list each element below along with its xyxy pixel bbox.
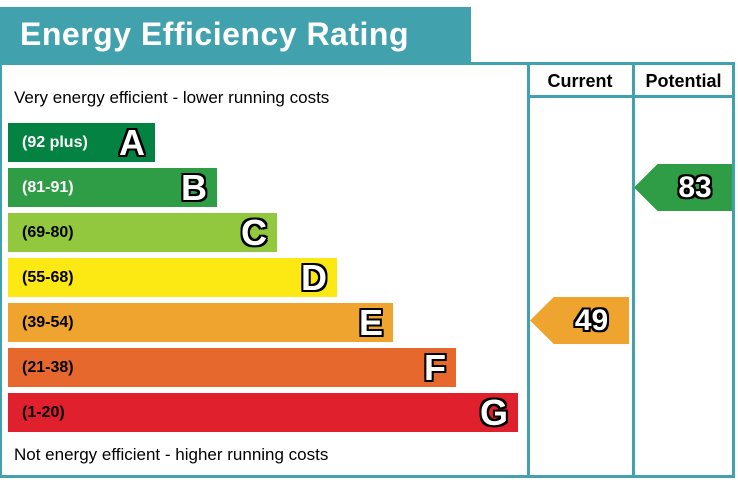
chart-border-top bbox=[0, 62, 735, 65]
band-range-e: (39-54) bbox=[22, 313, 74, 331]
band-range-b: (81-91) bbox=[22, 178, 74, 196]
current-rating-value: 49 bbox=[574, 304, 609, 337]
divider-current-column bbox=[527, 62, 530, 478]
potential-column-header: Potential bbox=[645, 70, 722, 91]
current-column-header: Current bbox=[547, 70, 613, 91]
band-letter-f: F bbox=[424, 347, 446, 388]
band-bar-g: (1-20) G bbox=[8, 393, 518, 432]
band-range-d: (55-68) bbox=[22, 268, 74, 286]
band-bar-b: (81-91) B bbox=[8, 168, 217, 207]
band-letter-e: E bbox=[358, 302, 383, 343]
chart-border-bottom bbox=[0, 475, 735, 478]
page-title: Energy Efficiency Rating bbox=[20, 16, 409, 52]
band-letter-b: B bbox=[181, 167, 207, 208]
band-bar-d: (55-68) D bbox=[8, 258, 337, 297]
potential-rating-arrow: 83 bbox=[634, 164, 732, 211]
band-bar-a: (92 plus) A bbox=[8, 123, 155, 162]
band-bar-c: (69-80) C bbox=[8, 213, 277, 252]
caption-not-efficient: Not energy efficient - higher running co… bbox=[14, 445, 329, 464]
band-bar-e: (39-54) E bbox=[8, 303, 393, 342]
band-letter-c: C bbox=[241, 212, 267, 253]
band-range-c: (69-80) bbox=[22, 223, 74, 241]
band-range-f: (21-38) bbox=[22, 358, 74, 376]
band-letter-a: A bbox=[119, 122, 145, 163]
column-header-underline bbox=[527, 95, 735, 98]
divider-potential-column bbox=[632, 62, 635, 478]
chart-border-left bbox=[0, 62, 2, 478]
band-range-a: (92 plus) bbox=[22, 133, 88, 151]
caption-very-efficient: Very energy efficient - lower running co… bbox=[14, 88, 330, 107]
title-bar: Energy Efficiency Rating bbox=[0, 7, 471, 62]
band-letter-g: G bbox=[479, 392, 508, 433]
band-letter-d: D bbox=[301, 257, 327, 298]
chart-border-right bbox=[732, 62, 735, 478]
band-bar-f: (21-38) F bbox=[8, 348, 456, 387]
current-rating-arrow: 49 bbox=[530, 297, 629, 344]
potential-rating-value: 83 bbox=[678, 171, 712, 204]
band-range-g: (1-20) bbox=[22, 403, 65, 421]
